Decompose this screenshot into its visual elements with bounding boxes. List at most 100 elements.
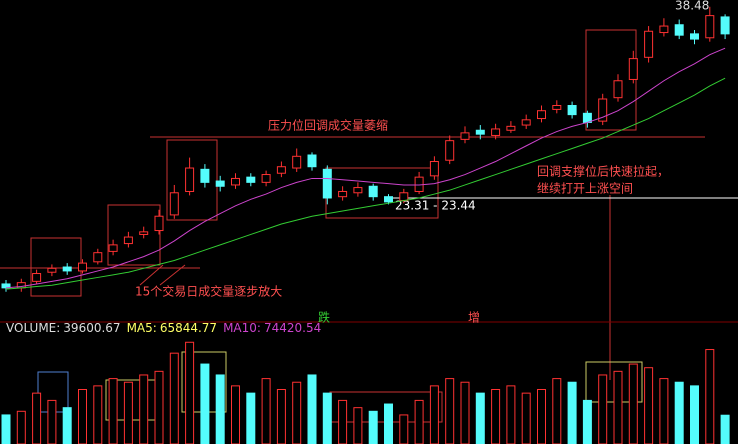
volume-bar (292, 381, 302, 444)
candle-body (644, 30, 654, 58)
candle-body (200, 168, 210, 183)
volume-bar (506, 385, 516, 444)
volume-header: VOLUME: 39600.67 MA5: 65844.77 MA10: 74420.54 (6, 321, 321, 335)
volume-bar (674, 381, 684, 444)
volume-bar (705, 349, 715, 444)
volume-bar (32, 392, 42, 444)
candle-body (705, 15, 715, 39)
candle-body (93, 252, 103, 263)
high-label: 38.48 (675, 0, 709, 13)
candle-body (169, 192, 179, 216)
header-value: 74420.54 (264, 321, 321, 335)
volume-bar (1, 414, 11, 444)
box (30, 237, 82, 297)
candle-body (276, 166, 286, 174)
candle-body (506, 125, 516, 131)
candle-body (368, 185, 378, 198)
header-value: 39600.67 (63, 321, 120, 335)
header-label: MA10: (223, 321, 261, 335)
header-label: MA5: (127, 321, 157, 335)
candle-body (78, 262, 87, 272)
volume-bar (139, 374, 149, 444)
candle-body (32, 273, 42, 282)
annotation: 跌 (318, 310, 330, 325)
volume-bar (537, 389, 546, 444)
candle-body (307, 154, 317, 168)
volume-bar (475, 392, 485, 444)
volume-bar (552, 378, 562, 444)
volume-bar (567, 381, 577, 444)
moving-average-line (5, 77, 726, 290)
annotation-boxes (0, 29, 738, 423)
volume-bar (582, 399, 592, 444)
volume-bar (231, 385, 240, 444)
candle-body (399, 192, 409, 202)
volume-bar (613, 370, 623, 444)
annotation: 增 (468, 311, 480, 325)
volume-bar (384, 403, 393, 444)
volume-bar (460, 381, 470, 444)
candle-body (475, 129, 485, 135)
volume-bar (322, 392, 332, 444)
volume-bar (276, 389, 286, 444)
volume-bar (108, 378, 118, 444)
annotation: 23.31 - 23.44 (395, 199, 476, 213)
volume-bar (414, 399, 424, 444)
candle-body (261, 174, 271, 183)
volume-bar (78, 389, 87, 444)
candle-body (567, 105, 577, 116)
candle-body (292, 155, 302, 169)
candle-body (445, 140, 455, 161)
box (166, 139, 218, 221)
candle-body (460, 132, 470, 140)
volume-bar (185, 341, 195, 444)
volume-bar (521, 392, 531, 444)
volume-bar (368, 410, 378, 444)
candle-body (659, 25, 669, 34)
volume-bar (169, 352, 179, 444)
header-label: VOLUME: (6, 321, 60, 335)
candle-body (552, 105, 562, 110)
candle-body (690, 33, 699, 40)
volume-bar (123, 381, 133, 444)
candle-body (62, 266, 72, 272)
candle-body (139, 231, 149, 235)
candle-body (429, 161, 439, 177)
candle-body (47, 267, 57, 273)
volume-bar (261, 378, 271, 444)
candle-body (491, 128, 501, 136)
annotation: 继续打开上涨空间 (537, 181, 633, 196)
moving-average-line (5, 47, 726, 289)
volume-bar (215, 374, 225, 444)
volume-bar (491, 389, 501, 444)
volume-bar (47, 399, 57, 444)
volume-bar (429, 385, 439, 444)
pointer-line (159, 264, 186, 286)
annotation: 压力位回调成交量萎缩 (268, 118, 388, 133)
header-value: 65844.77 (160, 321, 217, 335)
candle-body (154, 215, 164, 232)
candle-body (384, 196, 393, 203)
volume-bar (200, 363, 210, 444)
annotation: 回调支撑位后快速拉起， (537, 164, 669, 179)
pointer-line (139, 264, 164, 286)
candle-body (322, 168, 332, 199)
volume-bar (154, 370, 164, 444)
volume-bar (93, 385, 103, 444)
candle-body (338, 190, 348, 198)
candle-body (108, 244, 118, 252)
candle-body (215, 180, 225, 187)
volume-bar (62, 407, 72, 444)
volume-bar (690, 385, 699, 444)
volume-bar (338, 399, 348, 444)
volume-bar (598, 374, 608, 444)
candle-body (353, 187, 363, 194)
volume-bar (246, 392, 256, 444)
volume-bar (399, 414, 409, 444)
annotation: 15个交易日成交量逐步放大 (135, 284, 282, 299)
candle-body (598, 98, 608, 122)
volume-bar (720, 414, 730, 444)
candle-body (231, 177, 240, 186)
box (107, 204, 161, 266)
